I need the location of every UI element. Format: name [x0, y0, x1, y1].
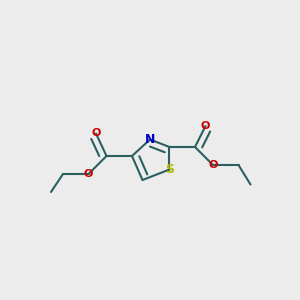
Text: N: N — [145, 133, 155, 146]
Text: O: O — [84, 169, 93, 179]
Text: S: S — [165, 163, 174, 176]
Text: O: O — [208, 160, 218, 170]
Text: O: O — [91, 128, 101, 139]
Text: O: O — [201, 121, 210, 131]
